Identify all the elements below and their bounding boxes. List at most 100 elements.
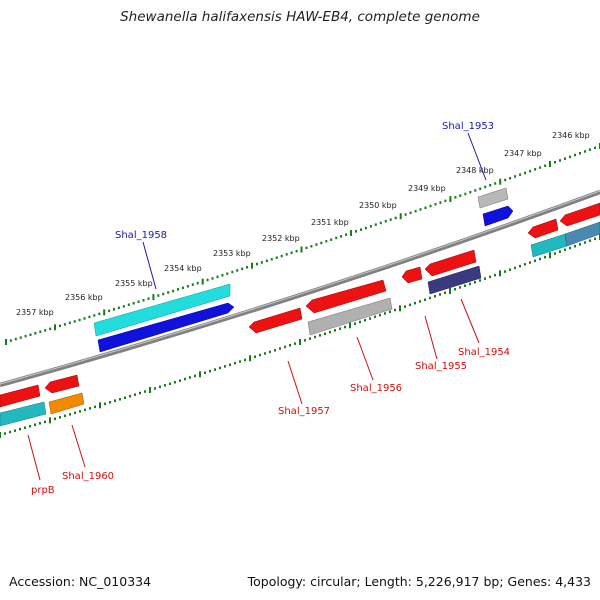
genome-summary-text: Topology: circular; Length: 5,226,917 bp… <box>247 574 591 589</box>
inner-track-minor-tick <box>444 291 446 294</box>
outer-track-minor-tick <box>320 241 323 245</box>
outer-track-minor-tick <box>544 164 547 167</box>
outer-track-minor-tick <box>63 323 66 326</box>
outer-track-minor-tick <box>177 288 179 291</box>
outer-track-minor-tick <box>108 309 111 313</box>
inner-track-minor-tick <box>224 365 226 368</box>
inner-track-minor-tick <box>554 252 556 255</box>
inner-track-minor-tick <box>124 396 126 399</box>
outer-track-minor-tick <box>88 315 91 319</box>
outer-track-minor-tick <box>335 236 338 240</box>
outer-track-minor-tick <box>49 327 52 331</box>
inner-track-minor-tick <box>29 425 31 428</box>
inner-track-major-tick <box>449 288 451 294</box>
inner-track-minor-tick <box>464 284 466 287</box>
gene-arrow-shal-1960-red[interactable] <box>44 374 80 394</box>
outer-track-minor-tick <box>554 161 556 164</box>
outer-track-minor-tick <box>409 211 412 215</box>
outer-track-minor-tick <box>260 261 263 264</box>
outer-track-minor-tick <box>514 175 517 178</box>
outer-track-minor-tick <box>459 194 462 197</box>
outer-track-minor-tick <box>265 259 268 263</box>
outer-track-major-tick <box>5 339 7 345</box>
gene-arrow-shal-1958-blue[interactable] <box>97 302 235 353</box>
leader-shal-1958 <box>142 241 157 290</box>
inner-track-minor-tick <box>369 317 371 320</box>
inner-track-minor-tick <box>524 263 526 266</box>
gene-arrow-shal-1953-gray[interactable] <box>477 187 509 209</box>
outer-track-minor-tick <box>414 209 417 213</box>
gene-arrow-right-red-1[interactable] <box>527 218 559 239</box>
gene-label-shal-1956[interactable]: Shal_1956 <box>350 383 402 394</box>
inner-track-minor-tick <box>234 361 236 365</box>
outer-track-minor-tick <box>494 182 497 185</box>
outer-track-minor-tick <box>369 225 372 228</box>
gene-arrow-shal-1956-gray[interactable] <box>307 297 393 336</box>
outer-track-minor-tick <box>167 291 170 294</box>
outer-track-minor-tick <box>127 303 130 306</box>
gene-label-shal-1957[interactable]: Shal_1957 <box>278 406 330 417</box>
gene-arrow-shal-1955[interactable] <box>401 266 423 284</box>
outer-track-minor-tick <box>117 306 120 310</box>
outer-track-minor-tick <box>419 208 422 211</box>
inner-track-minor-tick <box>484 277 486 280</box>
inner-track-minor-tick <box>24 426 26 429</box>
gene-label-shal-1955[interactable]: Shal_1955 <box>415 361 467 372</box>
gene-label-shal-1958[interactable]: Shal_1958 <box>115 230 167 241</box>
inner-track-major-tick <box>299 339 301 345</box>
inner-track-minor-tick <box>244 358 246 362</box>
gene-arrow-shal-1956-red[interactable] <box>305 279 387 314</box>
outer-track-minor-tick <box>280 254 283 258</box>
gene-arrow-prpb-red[interactable] <box>0 384 41 408</box>
inner-track-minor-tick <box>179 379 181 382</box>
outer-track-minor-tick <box>29 333 32 336</box>
inner-track-minor-tick <box>584 241 586 244</box>
gene-arrow-shal-1953-blue[interactable] <box>482 205 514 227</box>
tick-label-2357: 2357 kbp <box>16 308 54 317</box>
gene-arrow-shal-1954-purple[interactable] <box>427 265 482 295</box>
inner-track-minor-tick <box>429 296 431 300</box>
gene-arrow-right-red-2[interactable] <box>559 202 600 227</box>
inner-track-minor-tick <box>89 407 91 410</box>
outer-track-minor-tick <box>364 226 367 230</box>
outer-track-minor-tick <box>444 199 447 203</box>
gene-arrow-shal-1960-orange[interactable] <box>48 392 85 415</box>
outer-track-minor-tick <box>122 305 125 308</box>
inner-track-minor-tick <box>64 414 66 418</box>
gene-label-shal-1953[interactable]: Shal_1953 <box>442 121 494 132</box>
inner-track-minor-tick <box>439 293 441 296</box>
outer-track-minor-tick <box>564 157 566 160</box>
outer-track-minor-tick <box>236 269 239 272</box>
tick-label-2348: 2348 kbp <box>456 166 494 175</box>
outer-track-minor-tick <box>519 173 522 176</box>
outer-track-minor-tick <box>34 332 37 335</box>
outer-track-minor-tick <box>464 192 467 196</box>
inner-track-minor-tick <box>134 393 136 396</box>
genome-backbone <box>0 189 600 388</box>
outer-track-major-tick <box>103 309 106 316</box>
tick-label-2349: 2349 kbp <box>408 184 446 193</box>
outer-track-minor-tick <box>559 159 561 162</box>
gene-label-shal-1960[interactable]: Shal_1960 <box>62 471 114 482</box>
gene-label-prpb[interactable]: prpB <box>31 485 55 496</box>
inner-track-minor-tick <box>279 347 281 350</box>
map-title: Shewanella halifaxensis HAW-EB4, complet… <box>120 9 480 25</box>
inner-track-minor-tick <box>594 237 596 241</box>
inner-track-minor-tick <box>139 391 141 395</box>
inner-track-minor-tick <box>414 301 416 305</box>
inner-track-minor-tick <box>104 402 106 406</box>
gene-arrow-shal-1958-cyan[interactable] <box>93 283 231 337</box>
gene-arrow-right-teal-2[interactable] <box>564 221 600 247</box>
gene-arrow-shal-1957[interactable] <box>248 307 303 334</box>
label-leader-lines <box>27 132 487 481</box>
inner-track-minor-tick <box>144 390 146 393</box>
outer-track-major-tick <box>399 213 402 220</box>
leader-shal-1953 <box>467 132 487 181</box>
leader-shal-1957 <box>287 360 303 405</box>
gene-arrow-shal-1954-red[interactable] <box>424 249 477 277</box>
gene-arrow-prpb-teal[interactable] <box>0 401 47 427</box>
gene-label-shal-1954[interactable]: Shal_1954 <box>458 347 510 358</box>
outer-track-major-tick <box>54 324 56 331</box>
inner-track-minor-tick <box>169 382 171 385</box>
tick-label-2356: 2356 kbp <box>65 293 103 302</box>
